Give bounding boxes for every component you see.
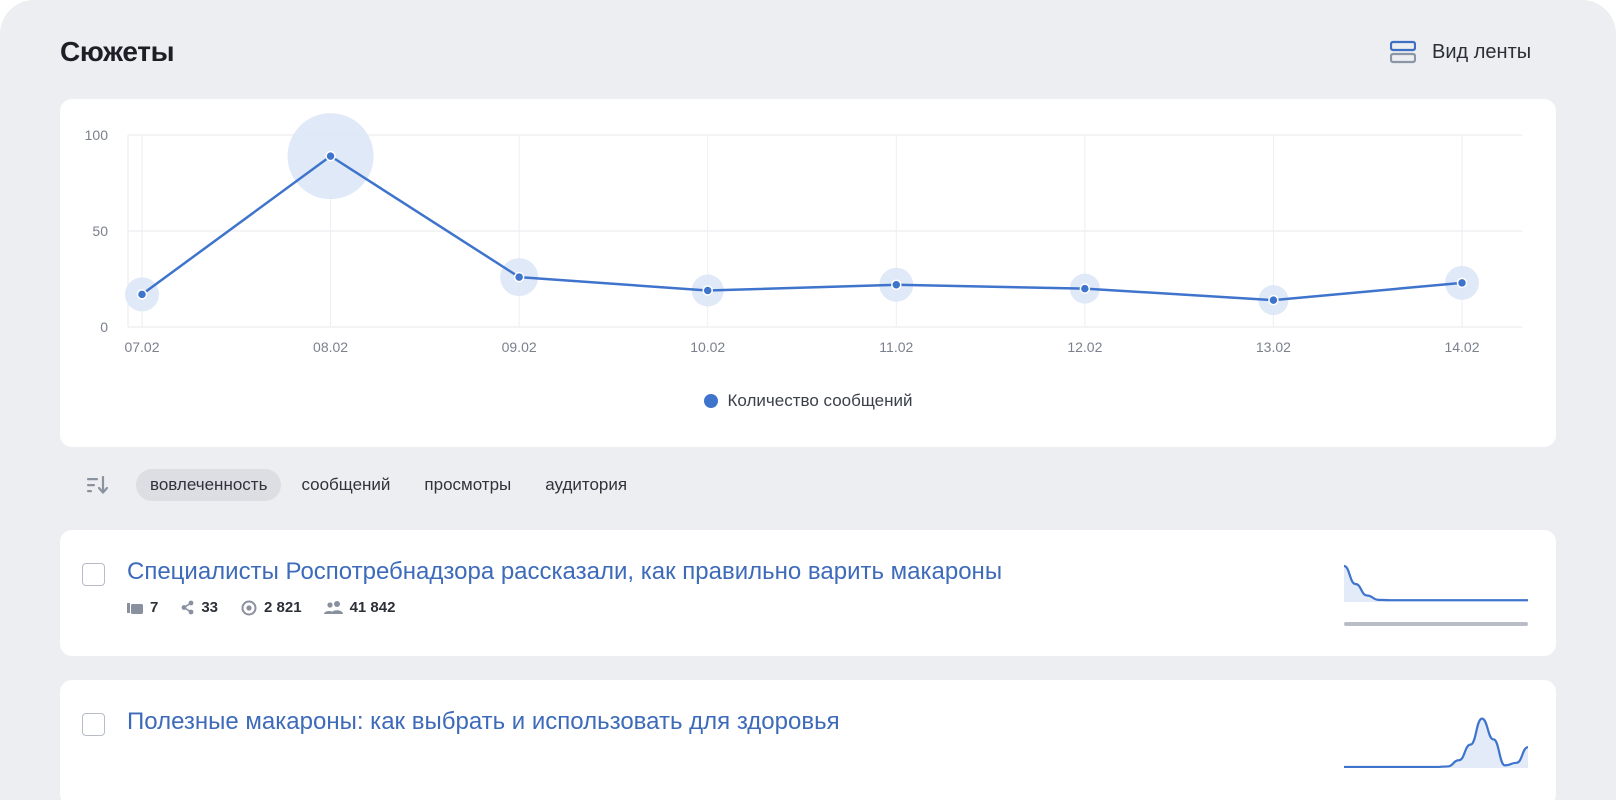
legend-marker (703, 394, 718, 408)
x-tick-label: 10.02 (690, 339, 725, 355)
data-point (325, 150, 336, 162)
reposts-stat: 33 (180, 599, 218, 616)
audience-count: 41 842 (349, 599, 396, 616)
feed-view-button[interactable]: Вид ленты (1390, 40, 1531, 64)
sparkline-line (1344, 564, 1528, 602)
story-checkbox[interactable] (82, 713, 105, 736)
data-point (1079, 283, 1091, 294)
data-point (1268, 294, 1279, 306)
sort-option-messages[interactable]: сообщений (301, 475, 391, 494)
x-tick-label: 08.02 (313, 339, 348, 355)
sort-option-engagement[interactable]: вовлеченность (136, 469, 282, 501)
messages-stat: 7 (127, 599, 158, 616)
messages-count: 7 (150, 599, 159, 616)
story-title-link[interactable]: Полезные макароны: как выбрать и использ… (127, 708, 840, 735)
series-line (141, 154, 1463, 302)
y-tick-label: 100 (85, 127, 109, 143)
list-view-icon (1390, 40, 1416, 64)
eye-icon (241, 600, 257, 615)
views-count: 2 821 (264, 599, 302, 616)
y-tick-label: 50 (92, 223, 108, 239)
y-tick-label: 0 (100, 319, 108, 335)
story-card: Полезные макароны: как выбрать и использ… (60, 680, 1556, 806)
share-icon (181, 600, 194, 615)
story-stats: 7 33 2 821 (127, 599, 395, 616)
data-point (1456, 277, 1468, 289)
x-tick-label: 12.02 (1067, 339, 1102, 355)
messages-icon (127, 602, 143, 614)
story-checkbox[interactable] (82, 563, 105, 586)
x-tick-label: 07.02 (124, 339, 159, 355)
story-sparkline (1344, 717, 1528, 769)
messages-line-chart: 0 50 100 07.02 08.02 09.02 10.02 11.02 12.02 13.0… (85, 113, 1522, 355)
page-title: Сюжеты (60, 36, 175, 67)
data-point (702, 285, 713, 296)
sparkline-area (1344, 718, 1528, 768)
data-point (891, 279, 902, 291)
sort-option-views[interactable]: просмотры (424, 475, 512, 494)
story-title-link[interactable]: Специалисты Роспотребнадзора рассказали,… (127, 558, 1003, 585)
messages-chart-card: 0 50 100 07.02 08.02 09.02 10.02 11.02 12.02 13.0… (60, 99, 1556, 447)
x-tick-label: 11.02 (879, 339, 913, 355)
audience-icon (323, 601, 343, 614)
sparkline-line (1344, 717, 1528, 769)
x-tick-label: 09.02 (502, 339, 537, 355)
sparkline-area (1344, 566, 1528, 602)
legend-label: Количество сообщений (727, 391, 913, 410)
data-point (136, 289, 148, 300)
chart-legend[interactable]: Количество сообщений (60, 391, 1556, 411)
sparkline-baseline (1344, 622, 1528, 626)
story-sparkline (1344, 564, 1528, 626)
audience-stat: 41 842 (323, 599, 396, 616)
views-stat: 2 821 (240, 599, 302, 616)
feed-view-label: Вид ленты (1432, 40, 1532, 63)
x-tick-label: 13.02 (1256, 339, 1291, 355)
story-card: Специалисты Роспотребнадзора рассказали,… (60, 530, 1556, 656)
x-tick-label: 14.02 (1444, 339, 1479, 355)
sort-option-audience[interactable]: аудитория (545, 475, 628, 494)
data-point (513, 271, 525, 283)
sort-bar: вовлеченность сообщений просмотры аудито… (86, 469, 641, 501)
sort-descending-icon[interactable] (86, 473, 110, 497)
reposts-count: 33 (201, 599, 219, 616)
